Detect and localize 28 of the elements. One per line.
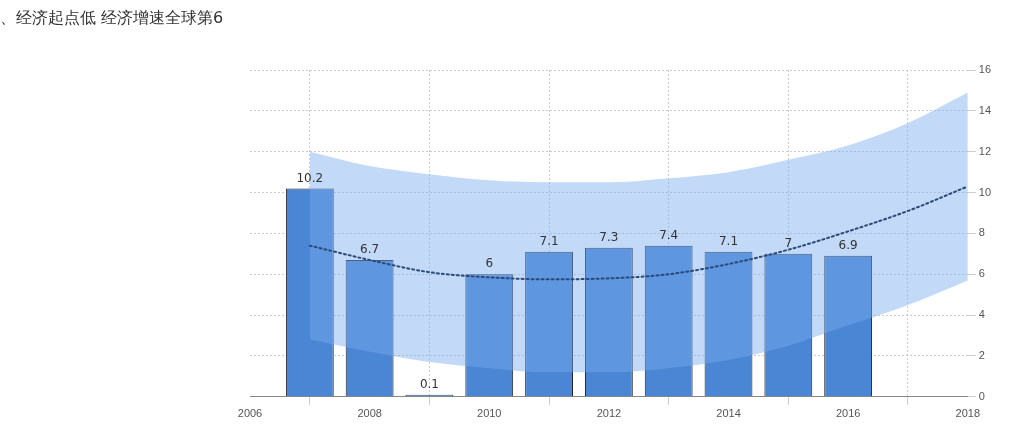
- text: 、经济起点低 经济增速全球第6: [0, 8, 224, 29]
- data-label: 7.3: [599, 229, 619, 244]
- y-tick-label: 14: [978, 103, 992, 116]
- y-tick-label: 4: [978, 308, 985, 321]
- data-label: 7.4: [659, 227, 679, 242]
- x-tick-label: 2016: [835, 407, 861, 420]
- x-tick-label: 2010: [477, 407, 502, 420]
- x-tick-label: 2008: [357, 407, 382, 420]
- y-tick-label: 12: [978, 144, 992, 157]
- y-tick-label: 2: [978, 348, 985, 361]
- x-tick-label: 2014: [716, 407, 741, 420]
- y-tick-label: 16: [978, 63, 992, 76]
- data-label: 6: [485, 256, 494, 271]
- data-label: 7: [784, 235, 793, 250]
- line-series: [308, 185, 968, 281]
- x-tick-label: 2012: [596, 407, 622, 420]
- data-label: 10.2: [296, 170, 324, 185]
- data-label: 6.9: [838, 237, 858, 252]
- data-label: 7.1: [539, 233, 559, 248]
- data-label: 0.1: [419, 376, 439, 391]
- x-tick-label: 2006: [237, 407, 263, 420]
- data-label: 7.1: [718, 233, 739, 248]
- x-tick-label: 2018: [955, 407, 981, 420]
- y-tick-label: 8: [978, 226, 985, 239]
- y-tick-label: 6: [978, 267, 985, 280]
- y-tick-label: 0: [978, 389, 985, 402]
- y-tick-label: 10: [978, 185, 992, 198]
- data-label: 6.7: [360, 242, 380, 257]
